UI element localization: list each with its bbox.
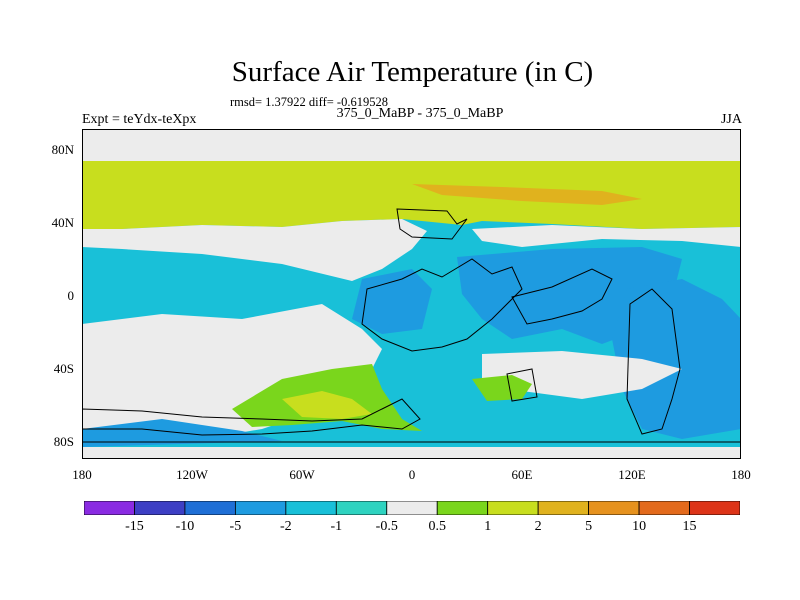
- lon-label-0: 0: [408, 467, 416, 482]
- south-warm-patch-center: [282, 391, 372, 419]
- cool-patch-atlantic: [352, 269, 432, 334]
- colorbar-box: [537, 501, 590, 515]
- outline-asia-east: [511, 268, 613, 325]
- colorbar-label: 15: [682, 519, 697, 534]
- colorbar-box: [386, 501, 438, 515]
- colorbar-label: -2: [280, 519, 292, 534]
- cool-patch-pacific: [612, 279, 741, 439]
- midlat-neutral-band: [82, 219, 427, 281]
- season-label: JJA: [720, 112, 742, 127]
- lon-label-120e: 120E: [618, 467, 646, 482]
- lon-label-120w: 120W: [176, 467, 208, 482]
- colorbar-box: [285, 501, 337, 515]
- south-warm-patch-east: [472, 375, 532, 401]
- temperature-map: [82, 129, 741, 459]
- pacific-neutral-band: [472, 225, 741, 247]
- lat-label-80s: 80S: [53, 434, 74, 449]
- colorbar-label: 0.5: [428, 519, 446, 534]
- lat-label-80n: 80N: [51, 142, 74, 157]
- map-title: Surface Air Temperature (in C): [231, 56, 594, 88]
- lat-label-40n: 40N: [51, 215, 74, 230]
- outline-north: [396, 208, 468, 240]
- colorbar-box: [184, 501, 236, 515]
- lon-label-60e: 60E: [511, 467, 533, 482]
- comparison-label: 375_0_MaBP - 375_0_MaBP: [336, 106, 504, 121]
- outline-pacific-continent: [626, 288, 681, 435]
- colorbar-label: -0.5: [375, 519, 398, 534]
- colorbar-box: [588, 501, 640, 515]
- colorbar-label: 2: [534, 519, 542, 534]
- colorbar-label: -10: [175, 519, 195, 534]
- map-frame: [82, 129, 741, 459]
- colorbar-label: -1: [330, 519, 343, 534]
- outline-africa-asia: [361, 258, 523, 352]
- antarctic-neutral-strip: [82, 447, 741, 459]
- colorbar-box: [335, 501, 388, 515]
- colorbar-box: [234, 501, 287, 515]
- outline-south-island: [506, 368, 538, 402]
- colorbar-label: 10: [632, 519, 647, 534]
- colorbar-label: -15: [125, 519, 144, 534]
- southern-neutral-band-east: [482, 351, 682, 399]
- lon-label-180e: 180: [731, 467, 751, 482]
- lat-label-eq: 0: [67, 288, 75, 303]
- colorbar-label: 1: [484, 519, 492, 534]
- colorbar-box: [436, 501, 489, 515]
- colorbar: [84, 501, 740, 515]
- colorbar-box: [487, 501, 539, 515]
- continent-outlines: [82, 208, 741, 443]
- colorbar-label: 5: [585, 519, 593, 534]
- colorbar-box: [689, 501, 740, 515]
- colorbar-box: [84, 501, 135, 515]
- northern-warm-band: [82, 161, 741, 229]
- colorbar-box: [638, 501, 690, 515]
- colorbar-label: -5: [229, 519, 242, 534]
- colorbar-box: [134, 501, 186, 515]
- lon-label-60w: 60W: [289, 467, 315, 482]
- arctic-neutral-band: [82, 129, 741, 161]
- stats-text: rmsd= 1.37922 diff= -0.619528: [230, 95, 388, 109]
- lat-label-40s: 40S: [53, 361, 74, 376]
- experiment-label: Expt = teYdx-teXpx: [82, 112, 197, 127]
- outline-southern-continent: [82, 398, 421, 436]
- lon-label-180w: 180: [72, 467, 92, 482]
- orange-warm-patch: [412, 184, 642, 205]
